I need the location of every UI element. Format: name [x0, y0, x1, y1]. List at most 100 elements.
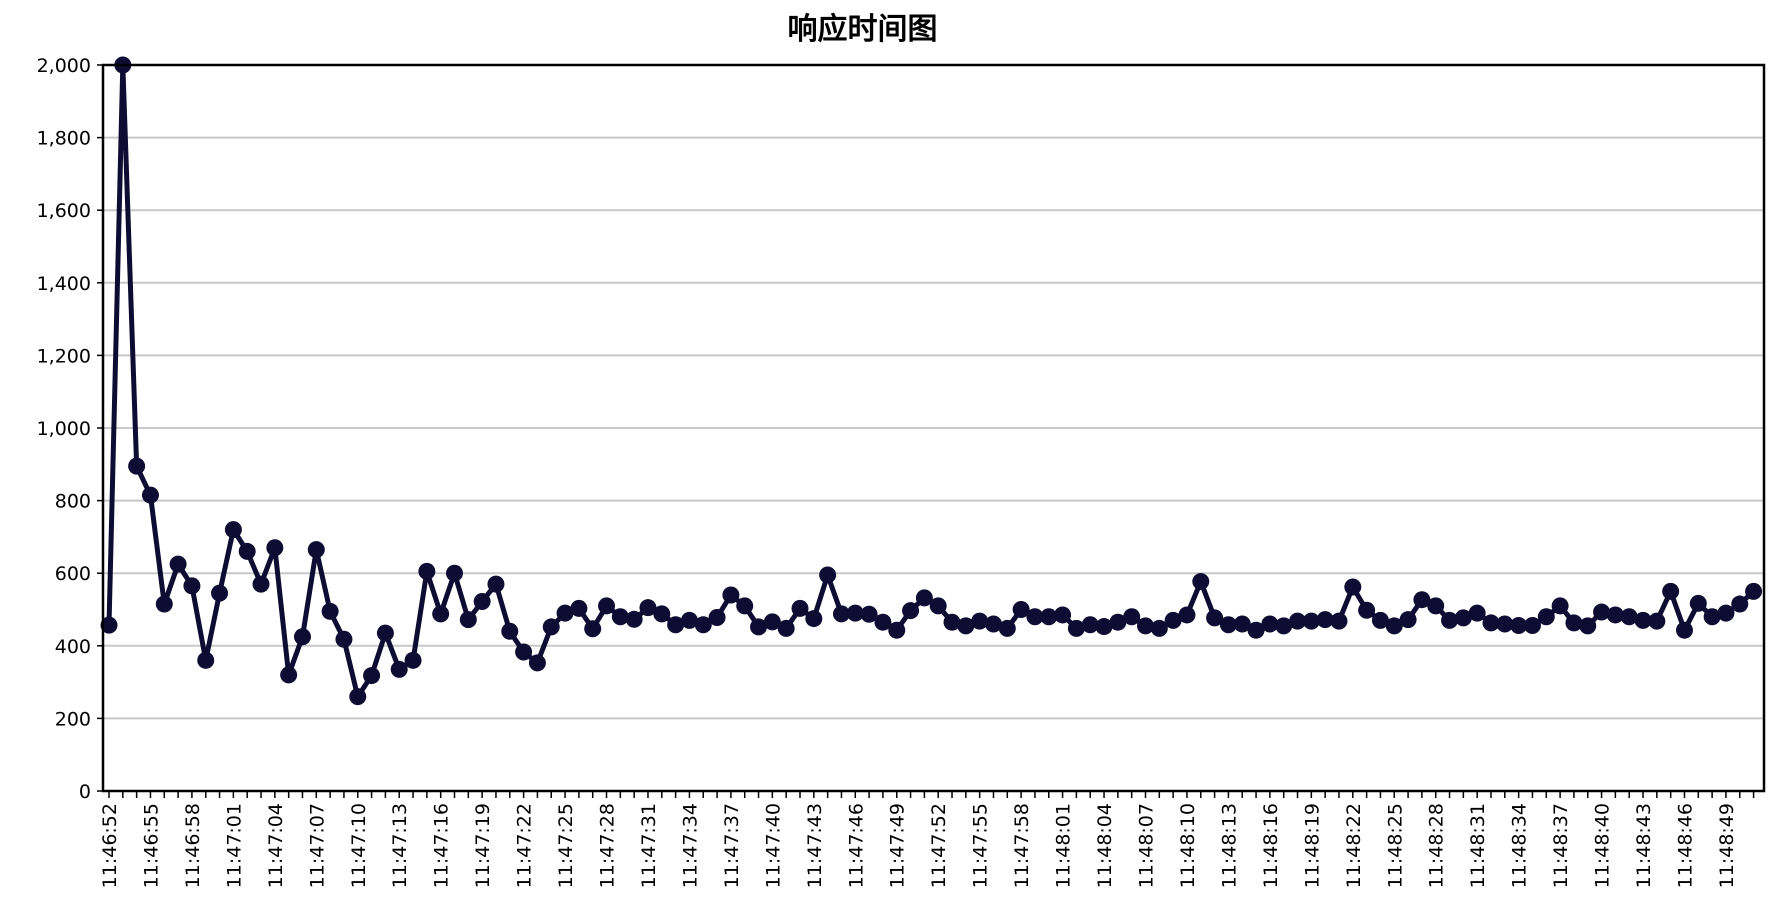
data-point	[1137, 617, 1154, 635]
data-point	[376, 624, 394, 642]
data-point	[1247, 621, 1265, 639]
data-point	[307, 541, 325, 559]
data-point	[1745, 582, 1763, 600]
data-point	[1717, 604, 1735, 622]
data-point	[197, 651, 215, 669]
x-tick-label: 11:48:13	[1218, 803, 1240, 888]
data-point	[404, 651, 422, 669]
data-point	[1579, 617, 1597, 635]
x-tick-label: 11:47:25	[555, 803, 577, 888]
data-point	[1330, 612, 1348, 630]
data-point	[1067, 619, 1085, 637]
y-tick-label: 1,200	[37, 345, 91, 367]
data-point	[1081, 616, 1099, 634]
x-tick-label: 11:47:37	[721, 803, 743, 888]
data-point	[611, 608, 629, 626]
data-point	[1731, 595, 1749, 613]
data-point	[1662, 582, 1680, 600]
data-point	[1054, 606, 1072, 624]
x-tick-label: 11:48:34	[1509, 803, 1531, 888]
y-axis-ticks: 0 200 400 600 800 1,000 1,200 1,400 1,600 1,800 2,…	[37, 55, 103, 803]
data-point	[570, 599, 588, 617]
y-tick-label: 1,400	[37, 273, 91, 295]
x-tick-label: 11:46:55	[140, 803, 162, 888]
data-point	[321, 602, 339, 620]
data-point	[501, 622, 519, 640]
x-tick-label: 11:48:37	[1550, 803, 1572, 888]
data-point	[1302, 612, 1320, 630]
y-tick-label: 400	[55, 636, 91, 658]
data-point	[1606, 606, 1624, 624]
plot-frame	[101, 63, 1766, 793]
data-point	[211, 584, 229, 602]
data-point	[722, 586, 740, 604]
x-tick-label: 11:47:52	[928, 803, 950, 888]
x-tick-label: 11:48:46	[1674, 803, 1696, 888]
y-tick-label: 0	[79, 781, 91, 803]
chart-title: 响应时间图	[787, 12, 938, 47]
data-point	[1012, 601, 1030, 618]
data-point	[915, 589, 933, 607]
data-point	[128, 457, 146, 475]
x-tick-label: 11:47:43	[804, 803, 826, 888]
x-tick-label: 11:48:19	[1301, 803, 1323, 888]
x-tick-label: 11:48:01	[1053, 803, 1075, 888]
data-point	[100, 616, 118, 634]
data-point	[874, 613, 892, 631]
data-point	[183, 577, 201, 595]
data-point	[155, 595, 173, 613]
x-tick-label: 11:47:10	[348, 803, 370, 888]
x-tick-label: 11:47:40	[762, 803, 784, 888]
x-tick-label: 11:47:07	[306, 803, 328, 888]
data-point	[1565, 614, 1583, 632]
data-point	[805, 610, 823, 628]
x-tick-label: 11:48:31	[1467, 803, 1489, 888]
data-point	[1026, 608, 1044, 626]
data-point	[1427, 597, 1445, 615]
x-tick-label: 11:46:52	[99, 803, 121, 888]
x-tick-label: 11:48:28	[1426, 803, 1448, 888]
data-point	[943, 613, 961, 631]
data-point	[1523, 616, 1541, 634]
data-point	[1454, 609, 1472, 627]
data-point	[971, 612, 989, 630]
data-point	[542, 618, 560, 636]
data-point	[1689, 594, 1707, 612]
data-point	[1703, 608, 1721, 626]
data-point	[1095, 618, 1113, 636]
data-point	[1123, 608, 1141, 626]
data-point	[1648, 612, 1666, 630]
data-point	[1206, 609, 1224, 627]
data-point	[708, 608, 726, 626]
data-point	[1109, 613, 1127, 631]
data-point	[515, 643, 533, 661]
data-point	[349, 688, 367, 706]
x-tick-label: 11:47:28	[597, 803, 619, 888]
data-point	[1233, 615, 1251, 633]
data-point	[791, 599, 809, 617]
y-tick-label: 200	[55, 708, 91, 730]
data-point	[1441, 611, 1459, 629]
grid-lines	[103, 136, 1764, 720]
data-point	[280, 666, 298, 684]
x-tick-label: 11:48:22	[1343, 803, 1365, 888]
data-point	[293, 628, 311, 646]
data-point	[1593, 603, 1611, 621]
data-point	[1620, 608, 1638, 626]
y-tick-label: 1,800	[37, 128, 91, 150]
data-point	[1537, 608, 1555, 626]
x-tick-label: 11:48:43	[1633, 803, 1655, 888]
data-point	[432, 605, 450, 623]
data-point	[777, 619, 795, 637]
y-tick-label: 1,600	[37, 200, 91, 222]
y-tick-label: 2,000	[37, 55, 91, 77]
x-tick-label: 11:48:49	[1716, 803, 1738, 888]
x-tick-label: 11:47:13	[389, 803, 411, 888]
data-point	[1371, 611, 1389, 629]
data-point	[528, 654, 546, 672]
x-tick-label: 11:48:16	[1260, 803, 1282, 888]
data-point	[266, 539, 284, 557]
data-point	[224, 521, 242, 539]
series-layer	[100, 56, 1763, 706]
